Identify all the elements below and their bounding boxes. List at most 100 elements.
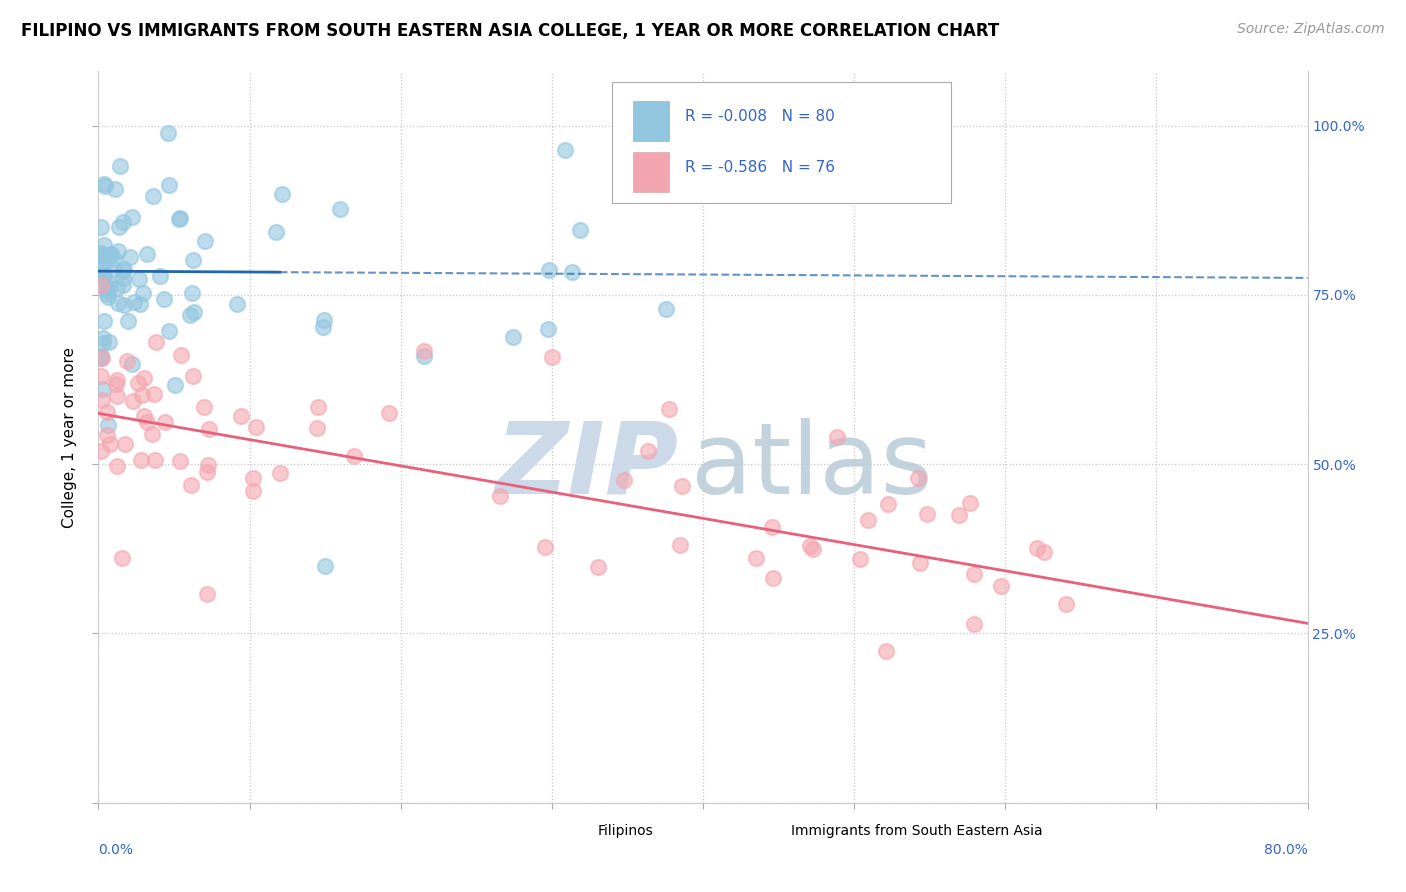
Point bbox=[90, 261, 112, 276]
Point bbox=[122, 393, 145, 408]
Point bbox=[329, 202, 352, 217]
Point bbox=[97, 290, 120, 304]
Point bbox=[534, 540, 557, 554]
Text: FILIPINO VS IMMIGRANTS FROM SOUTH EASTERN ASIA COLLEGE, 1 YEAR OR MORE CORRELATI: FILIPINO VS IMMIGRANTS FROM SOUTH EASTER… bbox=[21, 22, 1000, 40]
Point bbox=[90, 393, 112, 408]
Point bbox=[179, 308, 201, 322]
Point bbox=[115, 354, 138, 368]
Point bbox=[121, 210, 143, 224]
Point bbox=[112, 277, 135, 292]
Text: atlas: atlas bbox=[690, 417, 932, 515]
Point bbox=[197, 458, 219, 472]
Point bbox=[266, 225, 288, 239]
Point bbox=[225, 296, 247, 310]
Point bbox=[97, 277, 120, 291]
Point bbox=[849, 551, 872, 566]
Point bbox=[183, 304, 205, 318]
Point bbox=[561, 265, 583, 279]
Point bbox=[90, 278, 112, 293]
Point bbox=[1054, 597, 1077, 611]
Point bbox=[129, 453, 152, 467]
Point bbox=[180, 286, 202, 301]
Point bbox=[90, 277, 112, 292]
Point bbox=[762, 571, 785, 585]
Point bbox=[198, 422, 221, 436]
Point bbox=[111, 214, 134, 228]
Point bbox=[93, 177, 115, 191]
Point bbox=[910, 556, 932, 570]
Point bbox=[183, 252, 205, 267]
Point bbox=[990, 579, 1012, 593]
Text: Source: ZipAtlas.com: Source: ZipAtlas.com bbox=[1237, 22, 1385, 37]
Point bbox=[96, 428, 118, 442]
Point bbox=[97, 418, 120, 433]
Point bbox=[90, 246, 112, 260]
Point bbox=[169, 454, 191, 468]
Text: ZIP: ZIP bbox=[496, 417, 679, 515]
Point bbox=[91, 267, 114, 281]
Text: R = -0.008   N = 80: R = -0.008 N = 80 bbox=[685, 109, 835, 124]
Point bbox=[157, 178, 180, 193]
Point bbox=[183, 369, 205, 384]
Point bbox=[93, 257, 115, 271]
Point bbox=[948, 508, 970, 523]
Point bbox=[156, 126, 179, 140]
Point bbox=[112, 298, 135, 312]
Point bbox=[105, 281, 128, 295]
Point bbox=[90, 220, 112, 235]
Point bbox=[114, 436, 136, 450]
Point bbox=[858, 514, 880, 528]
Point bbox=[157, 325, 180, 339]
Point bbox=[107, 219, 129, 234]
Point bbox=[245, 420, 267, 434]
Point bbox=[97, 285, 120, 299]
Point bbox=[194, 234, 217, 248]
Point bbox=[152, 292, 174, 306]
Point bbox=[111, 550, 134, 565]
Point bbox=[799, 539, 821, 553]
Point bbox=[959, 496, 981, 510]
Point bbox=[142, 189, 165, 203]
Point bbox=[100, 246, 122, 260]
Point bbox=[98, 437, 121, 451]
Point bbox=[90, 349, 112, 363]
Point bbox=[149, 268, 172, 283]
Point bbox=[129, 297, 152, 311]
Point bbox=[169, 211, 191, 226]
Point bbox=[93, 250, 115, 264]
Point bbox=[121, 357, 143, 371]
Text: Filipinos: Filipinos bbox=[598, 823, 654, 838]
Point bbox=[132, 286, 155, 301]
Point bbox=[312, 313, 335, 327]
Point bbox=[312, 320, 335, 334]
Text: R = -0.586   N = 76: R = -0.586 N = 76 bbox=[685, 161, 835, 176]
Point bbox=[105, 458, 128, 473]
Point bbox=[105, 373, 128, 387]
Point bbox=[231, 409, 253, 424]
Point bbox=[145, 335, 167, 350]
Point bbox=[103, 262, 125, 277]
Point bbox=[169, 211, 191, 226]
Point bbox=[242, 483, 264, 498]
Point bbox=[658, 401, 681, 416]
Point bbox=[876, 497, 898, 511]
Point bbox=[537, 263, 560, 277]
Point bbox=[193, 400, 215, 414]
Point bbox=[91, 351, 114, 365]
Point bbox=[93, 237, 115, 252]
Point bbox=[761, 520, 783, 534]
Point bbox=[90, 269, 112, 284]
Point bbox=[801, 541, 824, 556]
Point bbox=[825, 430, 848, 444]
Point bbox=[98, 334, 121, 349]
Point bbox=[112, 264, 135, 278]
Point bbox=[963, 616, 986, 631]
Point bbox=[197, 466, 219, 480]
Point bbox=[132, 371, 155, 385]
Point bbox=[103, 252, 125, 267]
Point bbox=[155, 416, 177, 430]
FancyBboxPatch shape bbox=[633, 101, 669, 141]
Point bbox=[637, 443, 659, 458]
Point bbox=[242, 471, 264, 485]
Point bbox=[1026, 541, 1049, 556]
